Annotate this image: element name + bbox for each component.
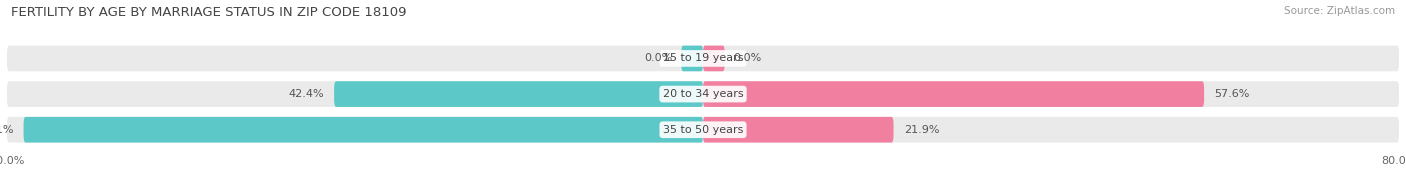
Text: 35 to 50 years: 35 to 50 years — [662, 125, 744, 135]
FancyBboxPatch shape — [703, 81, 1204, 107]
FancyBboxPatch shape — [335, 81, 703, 107]
FancyBboxPatch shape — [7, 46, 1399, 71]
Text: 57.6%: 57.6% — [1215, 89, 1250, 99]
FancyBboxPatch shape — [7, 81, 1399, 107]
Text: 21.9%: 21.9% — [904, 125, 939, 135]
Text: 20 to 34 years: 20 to 34 years — [662, 89, 744, 99]
Text: 15 to 19 years: 15 to 19 years — [662, 54, 744, 64]
Text: 0.0%: 0.0% — [734, 54, 762, 64]
FancyBboxPatch shape — [703, 46, 724, 71]
Text: 42.4%: 42.4% — [288, 89, 323, 99]
Text: 78.1%: 78.1% — [0, 125, 13, 135]
FancyBboxPatch shape — [682, 46, 703, 71]
FancyBboxPatch shape — [703, 117, 894, 142]
Text: Source: ZipAtlas.com: Source: ZipAtlas.com — [1284, 6, 1395, 16]
Text: FERTILITY BY AGE BY MARRIAGE STATUS IN ZIP CODE 18109: FERTILITY BY AGE BY MARRIAGE STATUS IN Z… — [11, 6, 406, 19]
FancyBboxPatch shape — [7, 117, 1399, 142]
FancyBboxPatch shape — [24, 117, 703, 142]
Text: 0.0%: 0.0% — [644, 54, 672, 64]
